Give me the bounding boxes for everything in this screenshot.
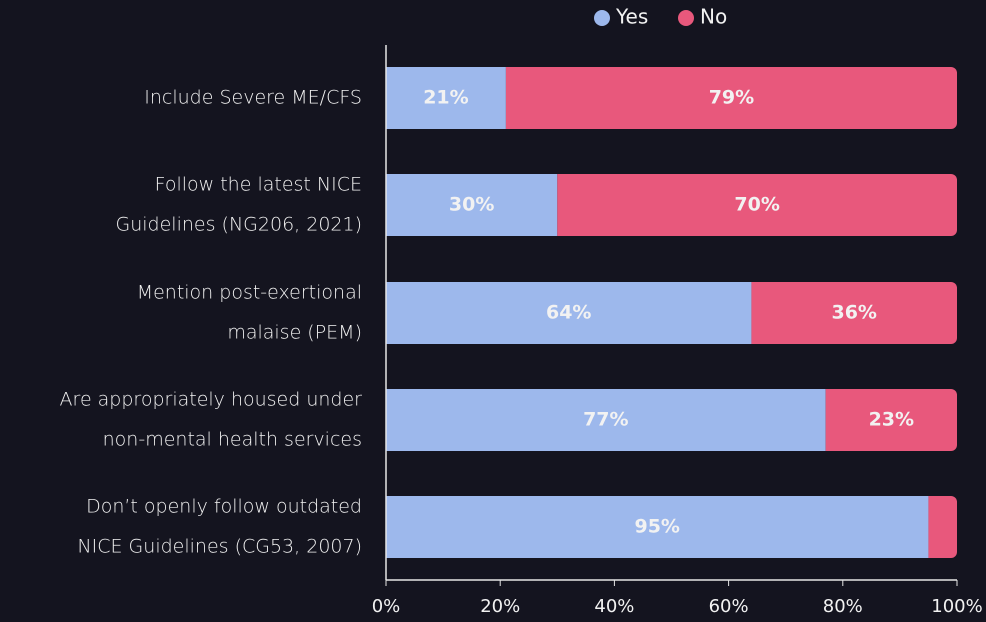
value-label: 36% <box>831 302 876 324</box>
bar-segment <box>386 389 826 451</box>
category-label: Include Severe ME/CFS <box>144 87 362 109</box>
legend-swatch <box>678 10 694 26</box>
legend-label: No <box>700 5 727 29</box>
value-label: 77% <box>583 409 628 431</box>
category-label: Mention post-exertional <box>137 282 362 304</box>
value-label: 21% <box>423 87 468 109</box>
value-label: 70% <box>734 194 779 216</box>
bar-segment <box>557 174 957 236</box>
bar-group <box>386 67 957 129</box>
bar-group <box>386 282 957 344</box>
bar-group <box>386 174 957 236</box>
bar-segment <box>928 496 957 558</box>
value-label: 95% <box>634 516 679 538</box>
category-label: Guidelines (NG206, 2021) <box>116 214 362 236</box>
bar-segment <box>751 282 957 344</box>
bar-segment <box>386 496 929 558</box>
value-label: 79% <box>709 87 754 109</box>
x-tick-label: 0% <box>372 596 401 617</box>
bar-segment <box>386 282 752 344</box>
x-tick-label: 20% <box>480 596 520 617</box>
bar-segment <box>386 67 506 129</box>
x-tick-label: 100% <box>931 596 982 617</box>
bar-group <box>386 389 957 451</box>
value-label: 64% <box>546 302 591 324</box>
category-label: non-mental health services <box>103 429 362 451</box>
x-tick-label: 60% <box>709 596 749 617</box>
bar-segment <box>386 174 558 236</box>
x-tick-label: 40% <box>594 596 634 617</box>
x-tick-label: 80% <box>823 596 863 617</box>
value-label: 30% <box>449 194 494 216</box>
category-label: NICE Guidelines (CG53, 2007) <box>77 536 362 558</box>
bar-segment <box>825 389 957 451</box>
category-label: malaise (PEM) <box>227 322 362 344</box>
category-label: Are appropriately housed under <box>60 389 363 411</box>
bar-segment <box>505 67 957 129</box>
category-label: Don’t openly follow outdated <box>86 496 362 518</box>
legend-label: Yes <box>615 5 648 29</box>
bar-group <box>386 496 957 558</box>
legend-swatch <box>594 10 610 26</box>
value-label: 23% <box>869 409 914 431</box>
category-label: Follow the latest NICE <box>155 174 362 196</box>
